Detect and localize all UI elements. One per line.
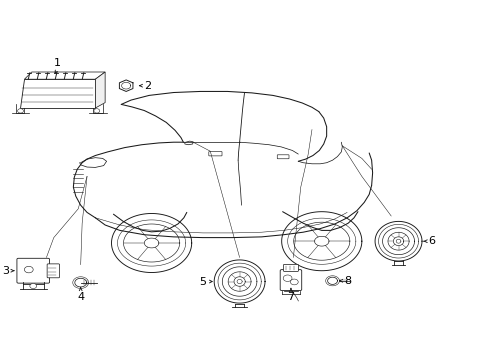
Circle shape — [290, 279, 298, 285]
Circle shape — [94, 109, 100, 113]
Circle shape — [24, 266, 33, 273]
Text: 2: 2 — [144, 81, 151, 91]
Circle shape — [283, 275, 291, 282]
Polygon shape — [95, 72, 105, 108]
Text: 5: 5 — [199, 276, 206, 287]
FancyBboxPatch shape — [208, 152, 222, 156]
FancyBboxPatch shape — [280, 270, 301, 291]
Text: 8: 8 — [344, 276, 351, 286]
Text: 7: 7 — [287, 292, 294, 302]
Circle shape — [18, 109, 23, 113]
Text: 6: 6 — [427, 236, 434, 246]
Polygon shape — [24, 72, 105, 79]
FancyBboxPatch shape — [17, 258, 49, 283]
Text: 1: 1 — [54, 58, 61, 68]
Polygon shape — [20, 79, 95, 108]
FancyBboxPatch shape — [283, 264, 298, 271]
Circle shape — [30, 284, 37, 289]
FancyBboxPatch shape — [277, 155, 288, 159]
Text: 4: 4 — [77, 292, 84, 302]
FancyBboxPatch shape — [47, 264, 60, 278]
Text: 3: 3 — [2, 266, 9, 276]
